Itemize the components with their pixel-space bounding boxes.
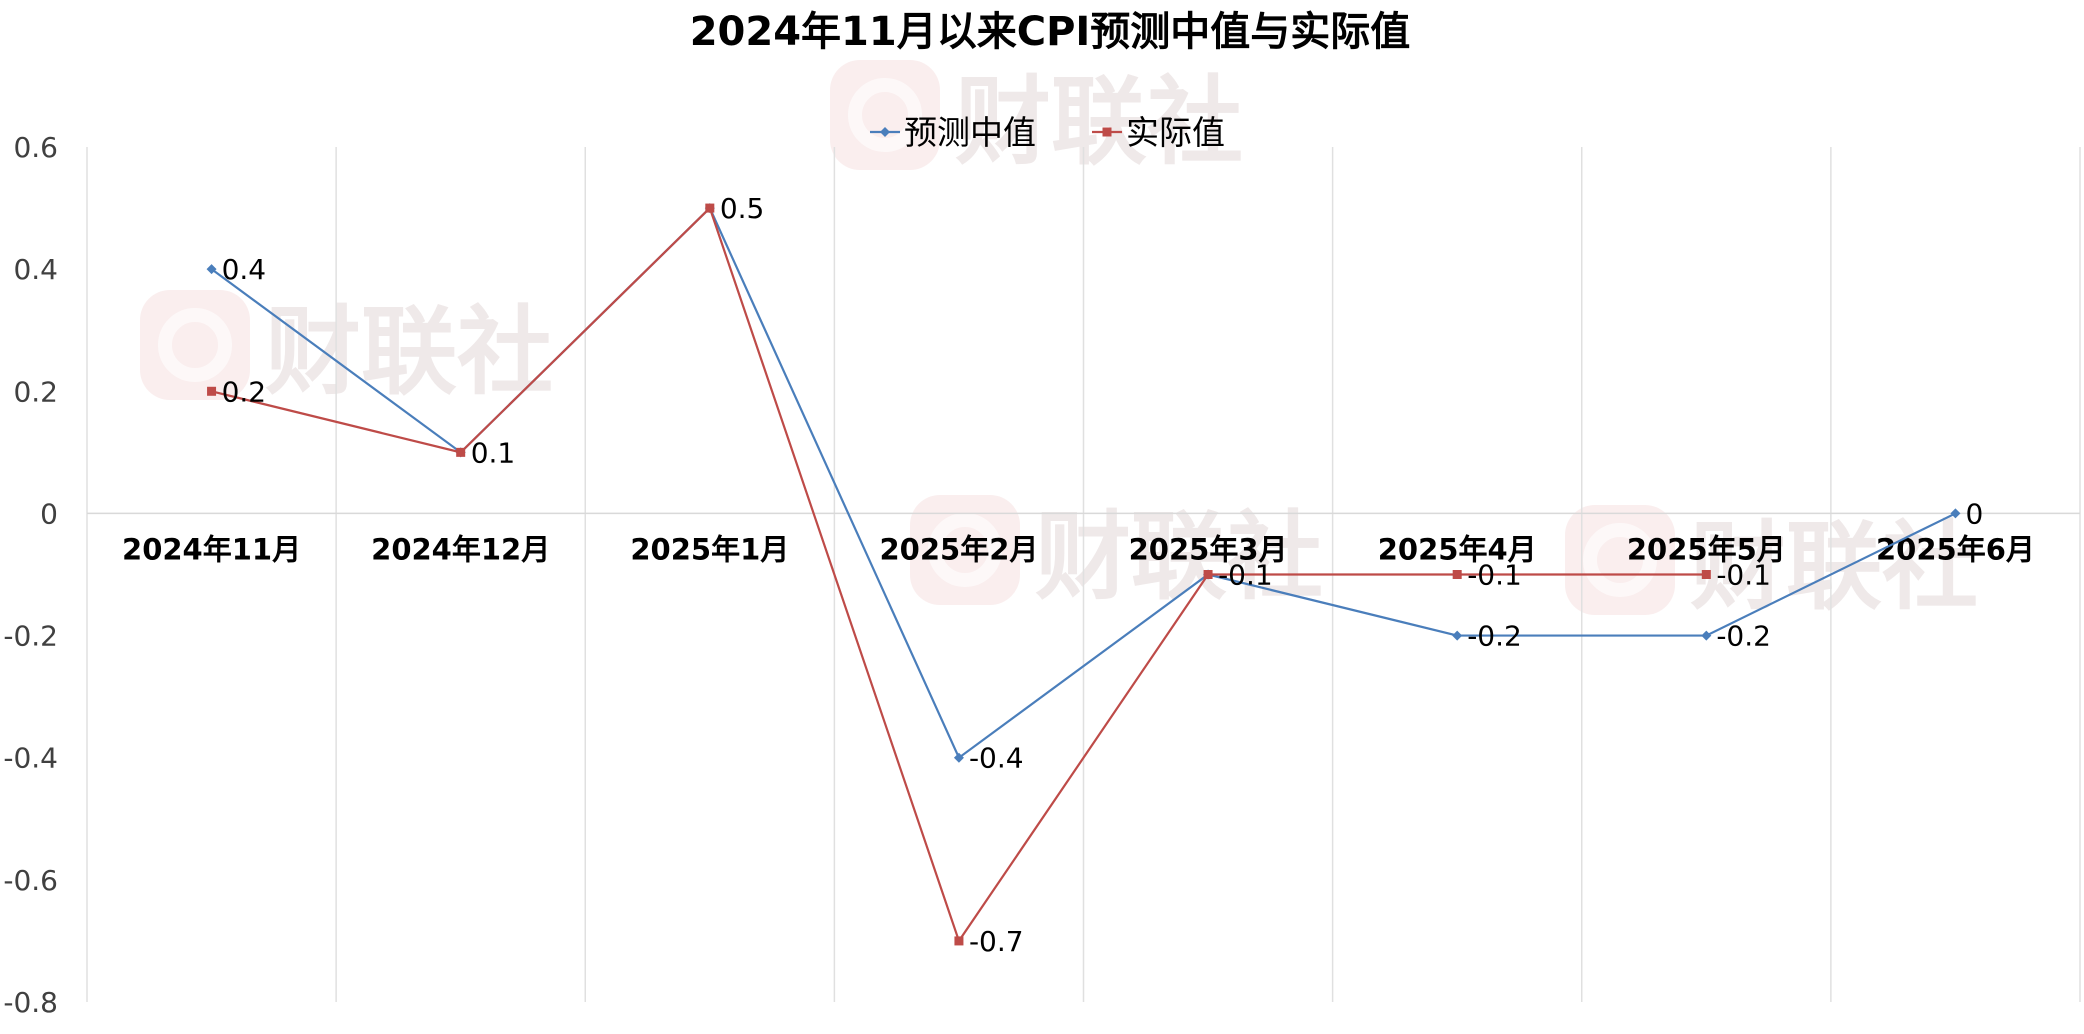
data-label: -0.1 <box>1218 559 1273 592</box>
data-label: 0.1 <box>471 436 516 469</box>
watermark: 财联社 <box>1565 505 1978 623</box>
watermark-text: 财联社 <box>1690 511 1978 623</box>
x-tick-label: 2025年1月 <box>630 532 789 566</box>
y-tick-label: -0.2 <box>3 620 58 653</box>
x-tick-label: 2025年5月 <box>1627 532 1786 566</box>
legend: 预测中值 实际值 <box>870 113 1225 152</box>
watermark: 财联社 <box>830 60 1243 178</box>
watermark: 财联社 <box>140 290 553 408</box>
legend-marker <box>1102 127 1112 137</box>
legend-label: 实际值 <box>1126 113 1225 152</box>
data-label: -0.1 <box>1716 559 1771 592</box>
data-point <box>206 264 217 275</box>
data-point <box>207 386 217 396</box>
data-point <box>1701 570 1711 579</box>
x-tick-label: 2024年12月 <box>371 532 550 566</box>
data-label: -0.1 <box>1467 559 1522 592</box>
data-point <box>705 203 715 213</box>
legend-marker <box>880 127 890 137</box>
data-point <box>456 447 466 457</box>
x-tick-label: 2025年6月 <box>1876 532 2035 566</box>
y-tick-label: 0.4 <box>13 253 58 286</box>
y-tick-label: -0.8 <box>3 986 58 1019</box>
x-tick-label: 2025年3月 <box>1129 532 1288 566</box>
data-label: 0.5 <box>720 192 765 225</box>
data-label: 0.4 <box>222 253 267 286</box>
legend-item: 实际值 <box>1092 113 1225 152</box>
data-labels: 0.4 -0.4 -0.2 -0.2 0 0.2 0.1 0.5 -0.7 -0.1 -0.1 -0.… <box>222 192 1984 958</box>
y-tick-label: -0.4 <box>3 742 58 775</box>
y-axis-ticks: 0.6 0.4 0.2 0 -0.2 -0.4 -0.6 -0.8 <box>3 131 58 1019</box>
data-label: -0.7 <box>969 925 1024 958</box>
y-tick-label: 0 <box>40 497 58 530</box>
legend-item: 预测中值 <box>870 113 1036 152</box>
legend-label: 预测中值 <box>904 113 1036 152</box>
data-point <box>954 936 964 946</box>
data-point <box>1701 630 1712 641</box>
x-axis-ticks: 2024年11月 2024年12月 2025年1月 2025年2月 2025年3月 202… <box>122 532 2035 566</box>
data-point <box>953 752 964 763</box>
data-label: -0.2 <box>1467 620 1522 653</box>
y-tick-label: -0.6 <box>3 864 58 897</box>
data-point <box>1203 570 1213 579</box>
data-label: 0 <box>1965 497 1983 530</box>
series-layer <box>206 203 1961 946</box>
data-point <box>1452 630 1463 641</box>
data-point <box>1950 508 1961 519</box>
data-label: -0.2 <box>1716 620 1771 653</box>
y-tick-label: 0.2 <box>13 375 58 408</box>
watermark-text: 财联社 <box>955 66 1243 178</box>
data-point <box>1452 570 1462 579</box>
chart-title: 2024年11月以来CPI预测中值与实际值 <box>690 9 1411 55</box>
data-label: 0.2 <box>222 375 267 408</box>
data-label: -0.4 <box>969 742 1024 775</box>
watermark-text: 财联社 <box>265 296 553 408</box>
x-tick-label: 2025年2月 <box>879 532 1038 566</box>
x-tick-label: 2025年4月 <box>1378 532 1537 566</box>
y-tick-label: 0.6 <box>13 131 58 164</box>
x-tick-label: 2024年11月 <box>122 532 301 566</box>
series-实际值 <box>207 203 1711 946</box>
